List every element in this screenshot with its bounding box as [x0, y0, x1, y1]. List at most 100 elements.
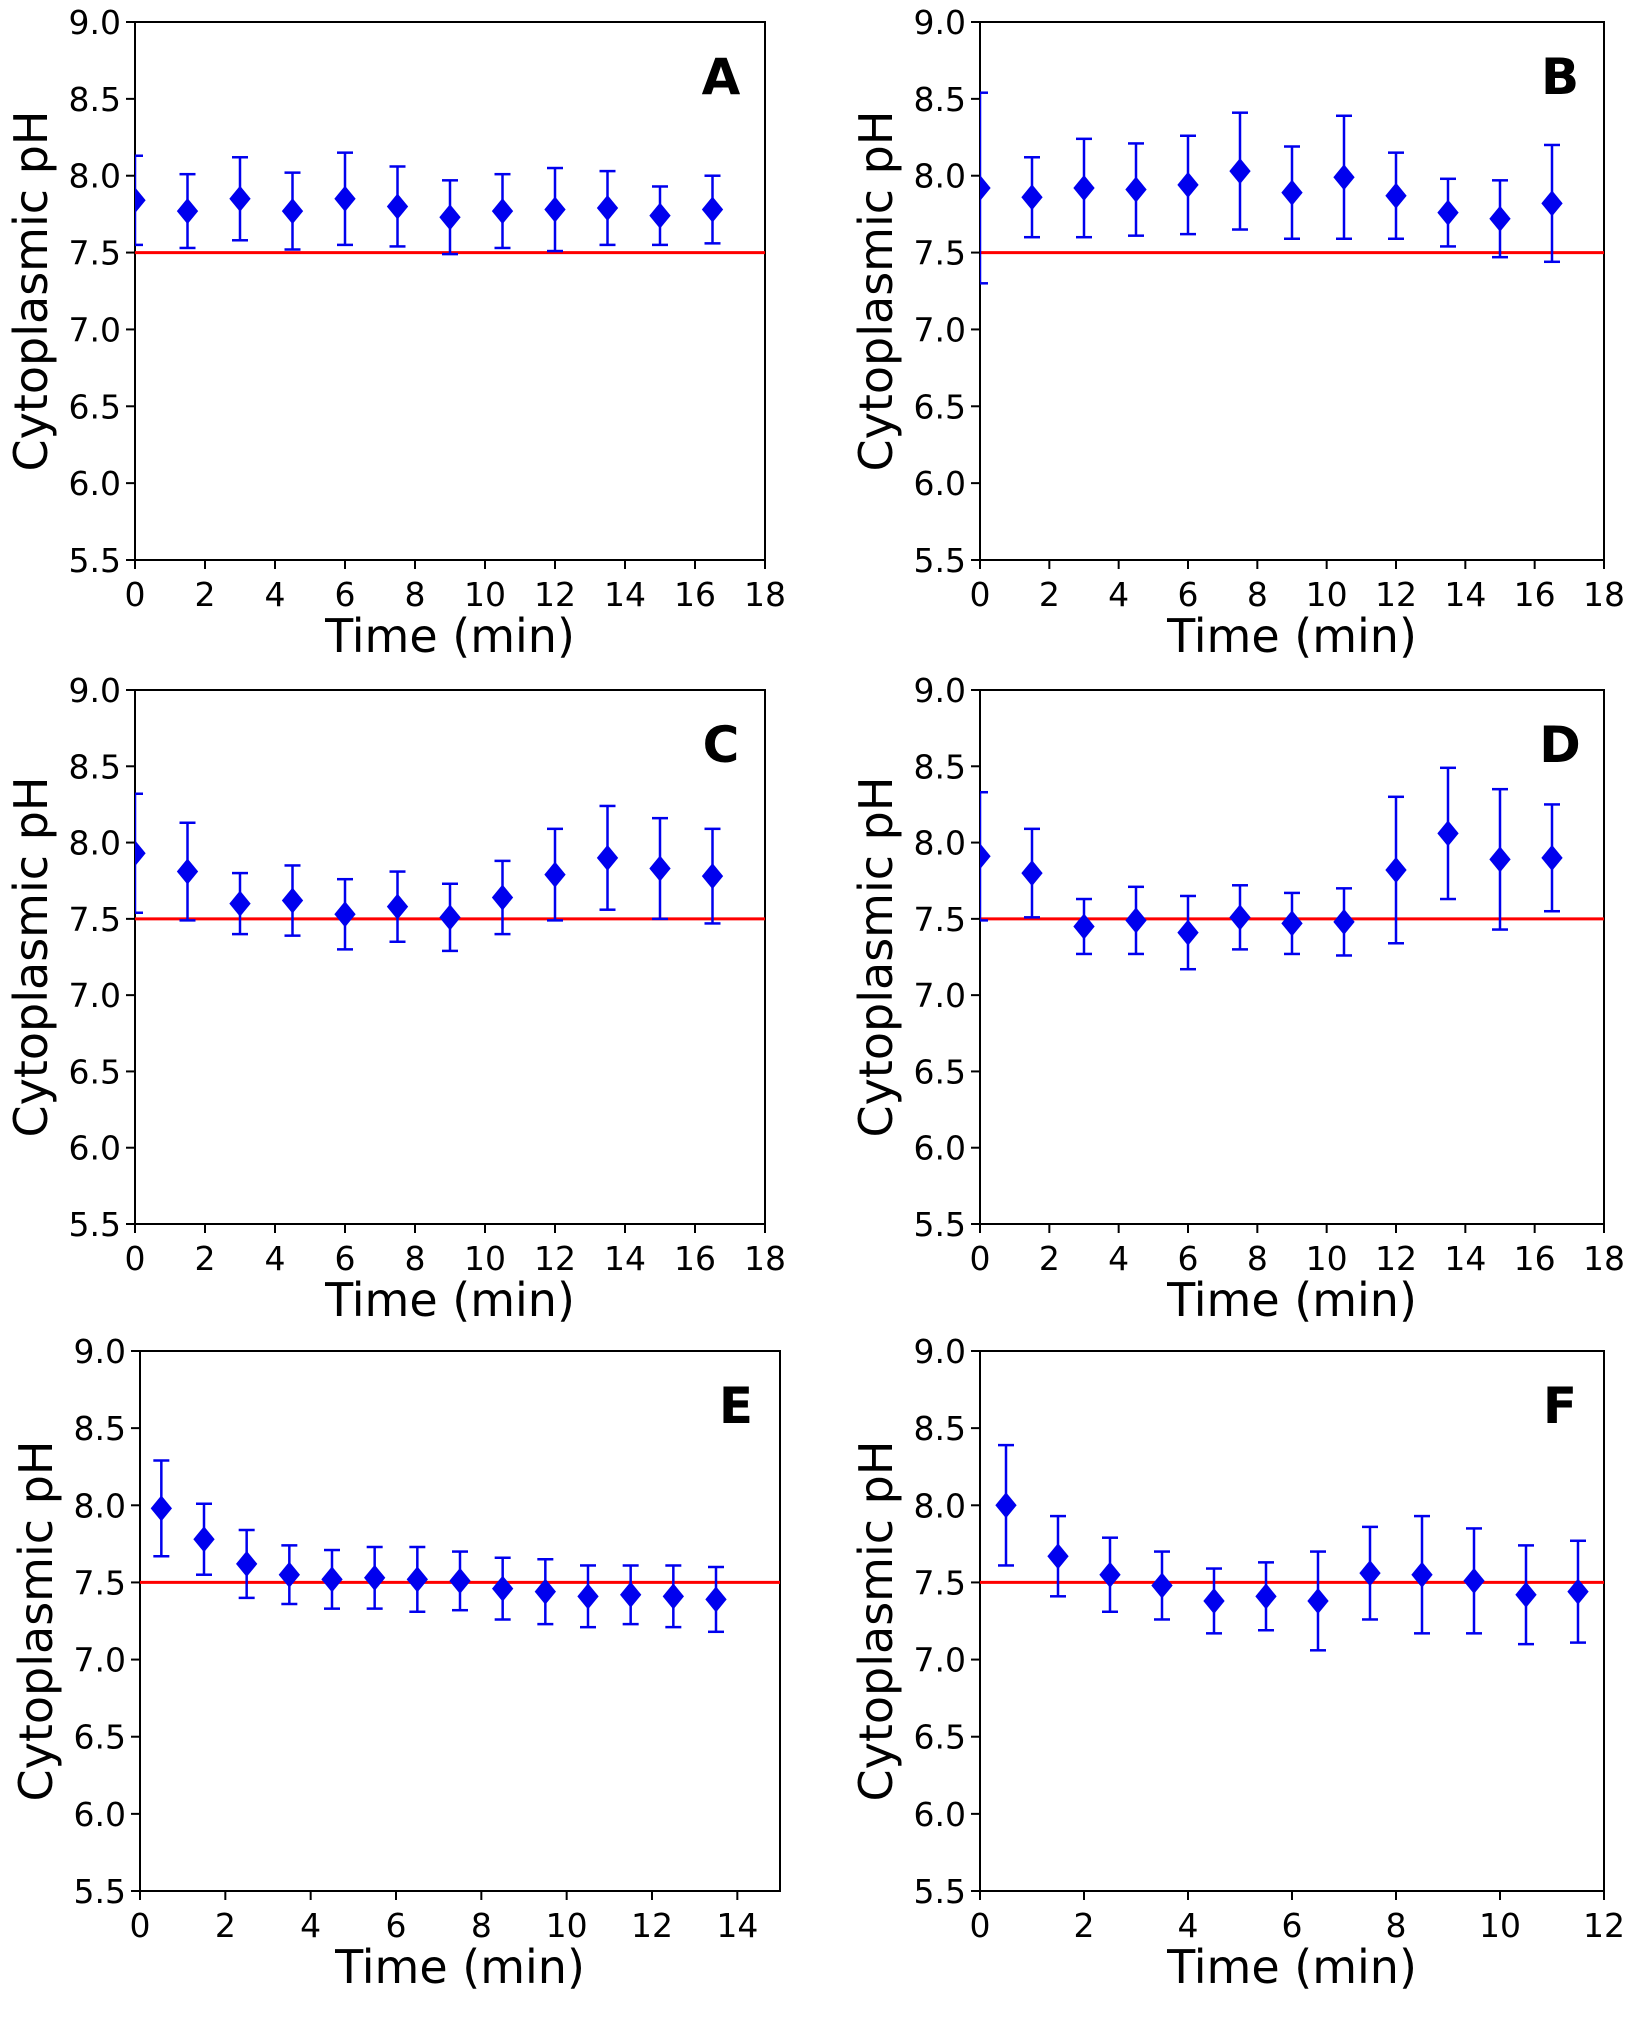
panel-f-data-point: [995, 1492, 1017, 1519]
panel-b-data-point: [1437, 199, 1459, 226]
panel-c-data-points: [135, 792, 724, 953]
panel-c: 5.5 6.0 6.5 7.0 7.5 8.0 8.5 9.0 0 2 4 6 8 10 12 14 16 18 T…: [4, 671, 786, 1327]
panel-b-x-tick-label: 12: [1375, 575, 1417, 614]
panel-b-y-tick-label: 8.5: [914, 80, 966, 119]
panel-c-y-tick-label: 6.5: [69, 1052, 121, 1091]
panel-d-data-point: [1125, 907, 1147, 934]
panel-a-x-tick-label: 4: [265, 575, 286, 614]
panel-a-data-point: [439, 204, 461, 231]
panel-a-y-tick-label: 7.0: [69, 310, 121, 349]
panel-f-y-tick-label: 6.0: [914, 1795, 966, 1834]
panel-d-y-tick-label: 8.0: [914, 824, 966, 863]
panel-b-data-point: [1541, 190, 1563, 217]
panel-e-data-point: [193, 1526, 215, 1553]
panel-b-x-tick-label: 4: [1108, 575, 1129, 614]
panel-b-data-point: [1177, 171, 1199, 198]
panel-d-x-tick-label: 6: [1178, 1239, 1199, 1278]
panel-a-data-point: [176, 198, 199, 225]
panel-a-data-point: [544, 196, 566, 223]
panel-b-data-points: [980, 91, 1563, 285]
panel-d-x-axis-title: Time (min): [1166, 1273, 1417, 1327]
panel-f: 5.5 6.0 6.5 7.0 7.5 8.0 8.5 9.0 0 2 4 6 8 10 12 Time (m…: [849, 1332, 1625, 1994]
panel-c-data-point: [701, 863, 724, 890]
panel-f-x-tick-label: 12: [1583, 1906, 1625, 1945]
panel-e-frame: [139, 1350, 781, 1892]
panel-e-x-tick-label: 14: [716, 1906, 758, 1945]
panel-a-data-point: [491, 198, 514, 225]
panel-e-x-tick-label: 4: [300, 1906, 321, 1945]
panel-d-data-point: [1073, 913, 1095, 940]
panel-a-x-tick-label: 12: [534, 575, 576, 614]
panel-b-data-point: [1489, 205, 1511, 232]
panel-e-data-points: [150, 1459, 727, 1634]
panel-e-data-point: [406, 1566, 428, 1593]
panel-c-x-tick-label: 14: [604, 1239, 646, 1278]
panel-a-data-point: [596, 194, 619, 221]
panel-d-x-tick-label: 14: [1444, 1239, 1486, 1278]
panel-f-data-point: [1515, 1581, 1537, 1608]
panel-a-x-tick-label: 10: [464, 575, 506, 614]
panel-d-y-axis-title: Cytoplasmic pH: [849, 777, 903, 1138]
panel-d-x-tick-label: 0: [970, 1239, 991, 1278]
panel-f-data-point: [1463, 1567, 1485, 1594]
panel-d-data-point: [1177, 919, 1199, 946]
panel-b-x-tick-label: 2: [1039, 575, 1060, 614]
panel-a-x-tick-label: 2: [195, 575, 216, 614]
panel-a-x-tick-label: 16: [674, 575, 716, 614]
panel-d-x-tick-label: 2: [1039, 1239, 1060, 1278]
panel-c-x-tick-label: 10: [464, 1239, 506, 1278]
panel-a-y-tick-label: 9.0: [69, 3, 121, 42]
panel-d-data-point: [980, 843, 991, 870]
panel-c-y-tick-label: 5.5: [69, 1205, 121, 1244]
panel-c-y-axis-title: Cytoplasmic pH: [4, 777, 58, 1138]
panel-a-x-axis-title: Time (min): [324, 609, 575, 663]
panel-c-y-tick-label: 6.0: [69, 1129, 121, 1168]
panel-c-data-point: [439, 904, 461, 931]
panel-f-x-tick-label: 2: [1074, 1906, 1095, 1945]
panel-d-x-tick-label: 8: [1247, 1239, 1268, 1278]
panel-f-data-point: [1047, 1543, 1069, 1570]
panel-b-x-tick-label: 8: [1247, 575, 1268, 614]
panel-a-data-point: [135, 187, 146, 214]
panel-a-x-tick-label: 18: [744, 575, 786, 614]
panel-e-y-tick-label: 8.0: [74, 1486, 126, 1525]
panel-d-data-points: [980, 766, 1563, 971]
panel-e-y-tick-label: 8.5: [74, 1409, 126, 1448]
panel-c-y-tick-label: 9.0: [69, 671, 121, 710]
panel-b-data-point: [1385, 182, 1407, 209]
panel-c-frame: [134, 689, 766, 1225]
panel-c-data-point: [649, 855, 671, 882]
panel-f-y-tick-label: 6.5: [914, 1718, 966, 1757]
panel-f-data-point: [1203, 1587, 1225, 1614]
panel-b-data-point: [980, 175, 991, 202]
panel-e-y-axis-title: Cytoplasmic pH: [9, 1441, 63, 1802]
panel-d-data-point: [1333, 908, 1355, 935]
panel-c-y-tick-label: 7.0: [69, 976, 121, 1015]
panel-d-frame: [979, 689, 1605, 1225]
panel-f-data-point: [1567, 1578, 1589, 1605]
panel-d-x-tick-label: 12: [1375, 1239, 1417, 1278]
panel-a-frame: [134, 21, 766, 561]
panel-b-data-point: [1281, 179, 1303, 206]
panel-c-x-tick-label: 18: [744, 1239, 786, 1278]
panel-e-x-tick-label: 12: [631, 1906, 673, 1945]
panel-a-y-tick-label: 8.5: [69, 80, 121, 119]
panel-c-data-point: [135, 840, 146, 867]
panel-a-x-tick-label: 6: [335, 575, 356, 614]
panel-b-x-tick-label: 10: [1306, 575, 1348, 614]
panel-b-data-point: [1125, 176, 1147, 203]
panel-e-data-point: [620, 1581, 642, 1608]
panel-b-y-tick-label: 8.0: [914, 157, 966, 196]
panel-f-y-tick-label: 8.0: [914, 1486, 966, 1525]
panel-c-x-tick-label: 16: [674, 1239, 716, 1278]
panel-d: 5.5 6.0 6.5 7.0 7.5 8.0 8.5 9.0 0 2 4 6 8 10 12 14 16 18 T…: [849, 671, 1625, 1327]
panel-b: 5.5 6.0 6.5 7.0 7.5 8.0 8.5 9.0 0 2 4 6 8 10 12 14 16 18 T…: [849, 3, 1625, 663]
panel-c-letter: C: [703, 716, 740, 774]
panel-c-data-point: [229, 890, 251, 917]
panel-a: 5.5 6.0 6.5 7.0 7.5 8.0 8.5 9.0 0 2 4 6 8 10 12 14 16 18 T…: [4, 3, 786, 663]
panel-e-x-tick-label: 10: [546, 1906, 588, 1945]
panel-b-y-tick-label: 6.0: [914, 464, 966, 503]
panel-e-x-tick-label: 2: [215, 1906, 236, 1945]
panel-e-x-tick-label: 6: [386, 1906, 407, 1945]
panel-c-x-tick-label: 8: [405, 1239, 426, 1278]
